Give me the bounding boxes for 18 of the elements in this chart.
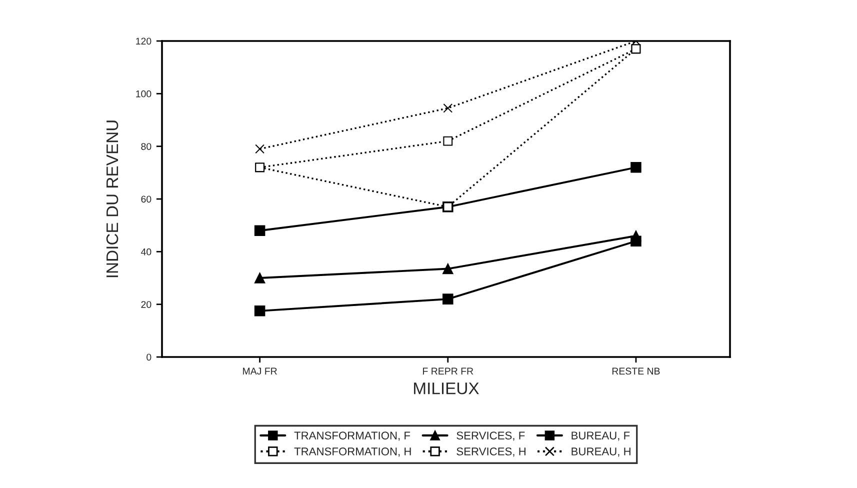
legend-label: BUREAU, H — [572, 448, 630, 457]
y-axis-title: INDICE DU REVENU — [106, 120, 118, 278]
y-tick-label: 60 — [141, 196, 152, 203]
y-tick-label: 0 — [146, 354, 152, 361]
legend-label: BUREAU, F — [572, 432, 630, 441]
legend-label: SERVICES, F — [456, 432, 525, 441]
legend-label: TRANSFORMATION, F — [294, 432, 410, 441]
y-tick-label: 40 — [140, 248, 152, 256]
y-tick-label: 80 — [141, 143, 152, 150]
y-tick-label: 20 — [141, 301, 152, 308]
legend-label: TRANSFORMATION, H — [294, 448, 411, 457]
x-tick-label: MAJ FR — [243, 368, 277, 375]
x-tick-label: F REPR FR — [423, 368, 474, 374]
legend-label: SERVICES, H — [456, 448, 526, 457]
y-tick-label: 120 — [136, 38, 152, 45]
x-tick-label: RESTE NB — [612, 368, 660, 375]
x-axis-title: MILIEUX — [414, 382, 479, 394]
y-tick-label: 100 — [136, 90, 152, 98]
